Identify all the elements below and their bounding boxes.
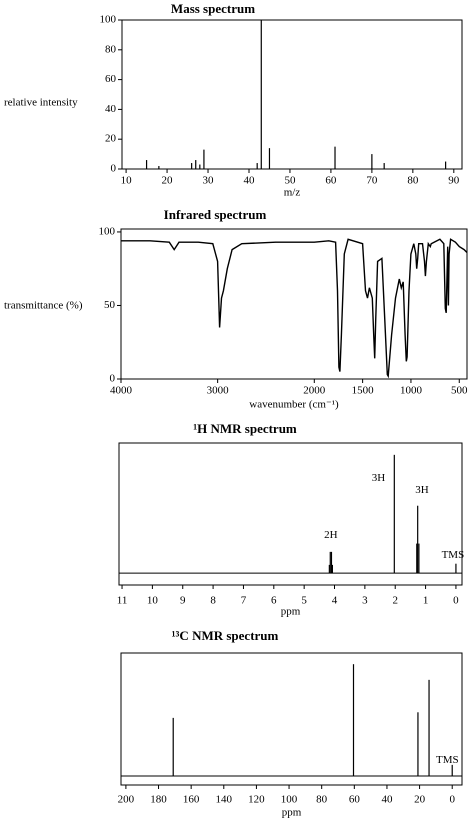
x-tick-label: 1500: [352, 385, 375, 397]
x-tick-label: 80: [407, 175, 419, 187]
y-tick-label: 100: [99, 225, 116, 237]
x-tick-label: 6: [271, 595, 277, 607]
x-axis-label: m/z: [284, 187, 301, 199]
x-axis-label: ppm: [281, 606, 301, 618]
x-tick-label: 0: [453, 595, 459, 607]
y-tick-label: 0: [110, 373, 116, 385]
x-tick-label: 1000: [400, 385, 423, 397]
plot-frame: [120, 652, 463, 786]
annotation: TMS: [436, 754, 459, 766]
x-tick-label: 7: [241, 595, 247, 607]
y-tick-label: 0: [111, 163, 117, 175]
x-tick-label: 40: [243, 175, 255, 187]
x-tick-label: 90: [448, 175, 460, 187]
x-tick-label: 500: [451, 385, 468, 397]
x-tick-label: 200: [118, 794, 135, 806]
x-tick-label: 80: [316, 794, 328, 806]
x-axis-label: wavenumber (cm⁻¹): [249, 399, 339, 411]
x-tick-label: 70: [366, 175, 378, 187]
annotation: 2H: [324, 529, 338, 541]
x-tick-label: 120: [248, 794, 265, 806]
annotation: 3H: [372, 472, 386, 484]
x-axis-label: ppm: [282, 807, 302, 819]
x-tick-label: 60: [325, 175, 337, 187]
x-tick-label: 140: [216, 794, 233, 806]
y-axis-label: relative intensity: [4, 97, 78, 109]
x-tick-label: 11: [117, 595, 128, 607]
x-tick-label: 4000: [110, 385, 133, 397]
plot-frame: [118, 442, 463, 586]
annotation: 3H: [415, 484, 429, 496]
y-tick-label: 50: [104, 299, 116, 311]
x-tick-label: 3000: [207, 385, 230, 397]
y-tick-label: 100: [100, 14, 117, 26]
x-tick-label: 50: [284, 175, 296, 187]
annotation: TMS: [442, 549, 465, 561]
y-axis-label: transmittance (%): [4, 300, 83, 312]
x-tick-label: 4: [332, 595, 338, 607]
chart-title: Mass spectrum: [171, 1, 255, 16]
chart-title: ¹³C NMR spectrum: [172, 628, 279, 643]
x-tick-label: 3: [362, 595, 368, 607]
x-tick-label: 20: [414, 794, 426, 806]
x-tick-label: 100: [281, 794, 298, 806]
x-tick-label: 1: [423, 595, 429, 607]
x-tick-label: 2000: [303, 385, 326, 397]
x-tick-label: 2: [392, 595, 398, 607]
y-tick-label: 40: [105, 103, 117, 115]
x-tick-label: 5: [301, 595, 307, 607]
x-tick-label: 0: [449, 794, 455, 806]
y-tick-label: 60: [105, 73, 117, 85]
x-tick-label: 9: [180, 595, 186, 607]
x-tick-label: 60: [349, 794, 361, 806]
plot-frame: [121, 19, 463, 170]
y-tick-label: 80: [105, 43, 117, 55]
x-tick-label: 160: [183, 794, 200, 806]
plot-frame: [120, 228, 468, 380]
x-tick-label: 40: [381, 794, 393, 806]
x-tick-label: 20: [162, 175, 174, 187]
x-tick-label: 10: [147, 595, 159, 607]
x-tick-label: 10: [121, 175, 133, 187]
spectrum-line: [121, 238, 468, 379]
chart-title: Infrared spectrum: [164, 207, 267, 222]
x-tick-label: 8: [210, 595, 216, 607]
y-tick-label: 20: [105, 133, 117, 145]
x-tick-label: 30: [203, 175, 215, 187]
x-tick-label: 180: [150, 794, 167, 806]
chart-title: ¹H NMR spectrum: [193, 421, 297, 436]
